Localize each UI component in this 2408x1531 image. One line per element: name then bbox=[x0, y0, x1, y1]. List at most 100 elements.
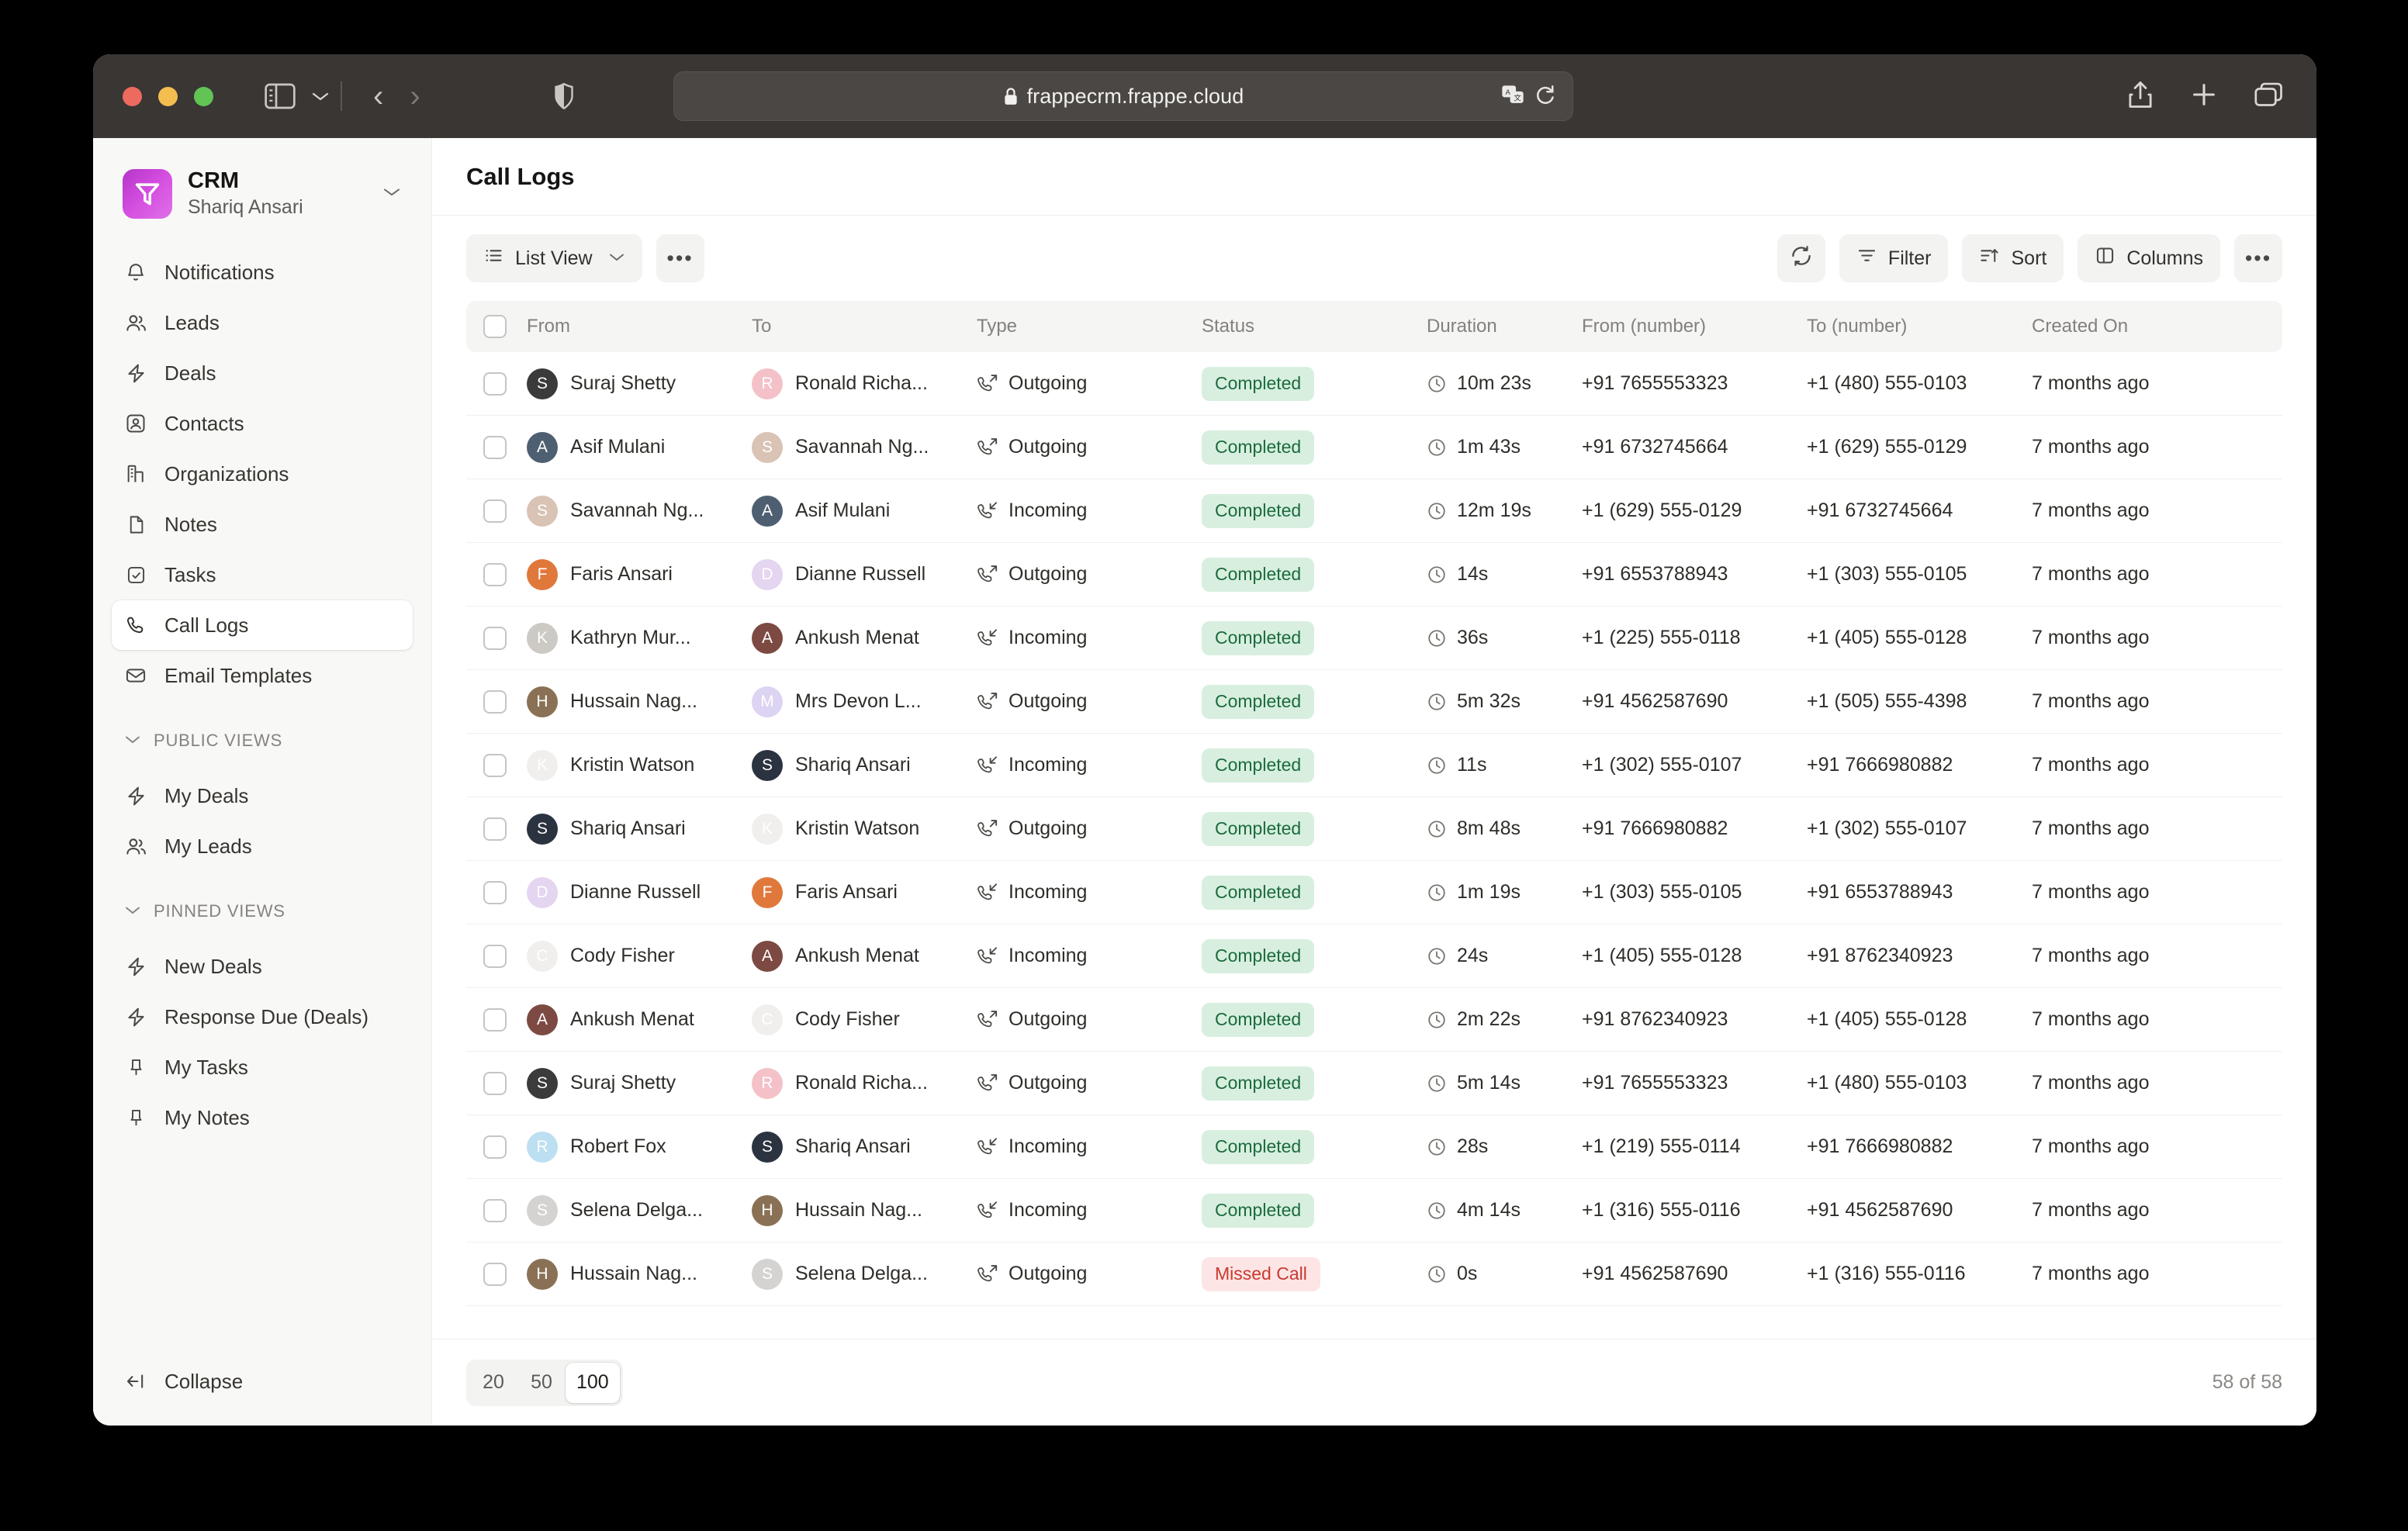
new-tab-icon[interactable] bbox=[2191, 81, 2217, 112]
cell-to[interactable]: H Hussain Nag... bbox=[752, 1194, 977, 1226]
sidebar-item-email-templates[interactable]: Email Templates bbox=[112, 651, 413, 700]
forward-arrow-icon[interactable]: › bbox=[410, 79, 420, 113]
table-row[interactable]: R Robert Fox S Shariq Ansari Incoming Complet… bbox=[466, 1115, 2282, 1179]
table-row[interactable]: S Shariq Ansari K Kristin Watson Outgoing Com… bbox=[466, 797, 2282, 861]
sidebar-item-response-due-deals[interactable]: Response Due (Deals) bbox=[112, 992, 413, 1042]
sidebar-item-leads[interactable]: Leads bbox=[112, 298, 413, 347]
workspace-switcher[interactable]: CRM Shariq Ansari bbox=[112, 158, 413, 229]
row-checkbox[interactable] bbox=[483, 753, 507, 777]
cell-from[interactable]: D Dianne Russell bbox=[527, 876, 752, 908]
row-checkbox[interactable] bbox=[483, 817, 507, 841]
column-header-to[interactable]: To bbox=[752, 316, 772, 337]
table-row[interactable]: K Kristin Watson S Shariq Ansari Incoming Com… bbox=[466, 734, 2282, 797]
page-size-100[interactable]: 100 bbox=[566, 1362, 620, 1403]
row-checkbox[interactable] bbox=[483, 562, 507, 586]
cell-to[interactable]: R Ronald Richa... bbox=[752, 368, 977, 399]
cell-to[interactable]: S Shariq Ansari bbox=[752, 1131, 977, 1163]
sidebar-toggle-icon[interactable] bbox=[265, 83, 296, 109]
sidebar-item-tasks[interactable]: Tasks bbox=[112, 550, 413, 600]
sidebar-item-my-tasks[interactable]: My Tasks bbox=[112, 1042, 413, 1092]
sidebar-item-notifications[interactable]: Notifications bbox=[112, 247, 413, 297]
cell-to[interactable]: K Kristin Watson bbox=[752, 813, 977, 845]
cell-from[interactable]: A Ankush Menat bbox=[527, 1004, 752, 1035]
table-row[interactable]: A Asif Mulani S Savannah Ng... Outgoing Compl… bbox=[466, 416, 2282, 479]
sidebar-item-organizations[interactable]: Organizations bbox=[112, 449, 413, 499]
cell-to[interactable]: R Ronald Richa... bbox=[752, 1067, 977, 1099]
sidebar-item-new-deals[interactable]: New Deals bbox=[112, 942, 413, 991]
row-checkbox[interactable] bbox=[483, 435, 507, 459]
address-bar[interactable]: frappecrm.frappe.cloud A 文 bbox=[673, 71, 1573, 121]
chevron-down-icon[interactable] bbox=[311, 88, 330, 105]
table-row[interactable]: S Savannah Ng... A Asif Mulani Incoming Compl… bbox=[466, 479, 2282, 543]
column-header-to-number[interactable]: To (number) bbox=[1807, 316, 1908, 337]
row-checkbox[interactable] bbox=[483, 372, 507, 396]
row-checkbox[interactable] bbox=[483, 944, 507, 968]
cell-to[interactable]: M Mrs Devon L... bbox=[752, 686, 977, 717]
filter-button[interactable]: Filter bbox=[1839, 234, 1949, 282]
column-header-from-number[interactable]: From (number) bbox=[1582, 316, 1707, 337]
table-row[interactable]: A Ankush Menat C Cody Fisher Outgoing Complet… bbox=[466, 988, 2282, 1052]
cell-to[interactable]: A Ankush Menat bbox=[752, 622, 977, 654]
list-more-options-button[interactable]: ••• bbox=[2234, 234, 2282, 282]
select-all-checkbox[interactable] bbox=[483, 315, 507, 338]
cell-from[interactable]: S Shariq Ansari bbox=[527, 813, 752, 845]
row-checkbox[interactable] bbox=[483, 1262, 507, 1286]
page-size-20[interactable]: 20 bbox=[483, 1371, 504, 1393]
row-checkbox[interactable] bbox=[483, 1007, 507, 1032]
close-window-button[interactable] bbox=[123, 86, 142, 106]
cell-to[interactable]: D Dianne Russell bbox=[752, 558, 977, 590]
minimize-window-button[interactable] bbox=[158, 86, 178, 106]
sidebar-item-my-notes[interactable]: My Notes bbox=[112, 1093, 413, 1142]
column-header-type[interactable]: Type bbox=[977, 316, 1018, 337]
tab-overview-icon[interactable] bbox=[2254, 82, 2282, 111]
sidebar-item-deals[interactable]: Deals bbox=[112, 348, 413, 398]
table-row[interactable]: C Cody Fisher A Ankush Menat Incoming Complet… bbox=[466, 924, 2282, 988]
cell-from[interactable]: R Robert Fox bbox=[527, 1131, 752, 1163]
row-checkbox[interactable] bbox=[483, 1135, 507, 1159]
table-row[interactable]: D Dianne Russell F Faris Ansari Incoming Comp… bbox=[466, 861, 2282, 924]
table-row[interactable]: F Faris Ansari D Dianne Russell Outgoing Comp… bbox=[466, 543, 2282, 607]
sidebar-item-contacts[interactable]: Contacts bbox=[112, 399, 413, 448]
table-row[interactable]: S Suraj Shetty R Ronald Richa... Outgoing Com… bbox=[466, 1052, 2282, 1115]
cell-to[interactable]: A Ankush Menat bbox=[752, 940, 977, 972]
cell-to[interactable]: A Asif Mulani bbox=[752, 495, 977, 527]
sidebar-item-call-logs[interactable]: Call Logs bbox=[112, 600, 413, 651]
cell-from[interactable]: A Asif Mulani bbox=[527, 431, 752, 463]
cell-to[interactable]: S Selena Delga... bbox=[752, 1258, 977, 1290]
table-row[interactable]: K Kathryn Mur... A Ankush Menat Incoming Comp… bbox=[466, 607, 2282, 670]
cell-from[interactable]: H Hussain Nag... bbox=[527, 1258, 752, 1290]
table-row[interactable]: S Suraj Shetty R Ronald Richa... Outgoing Com… bbox=[466, 352, 2282, 416]
share-icon[interactable] bbox=[2127, 80, 2154, 113]
cell-from[interactable]: H Hussain Nag... bbox=[527, 686, 752, 717]
page-size-50[interactable]: 50 bbox=[531, 1371, 552, 1393]
cell-to[interactable]: F Faris Ansari bbox=[752, 876, 977, 908]
row-checkbox[interactable] bbox=[483, 626, 507, 650]
view-selector-button[interactable]: List View bbox=[466, 234, 642, 282]
cell-from[interactable]: F Faris Ansari bbox=[527, 558, 752, 590]
cell-from[interactable]: S Suraj Shetty bbox=[527, 1067, 752, 1099]
sidebar-item-my-leads[interactable]: My Leads bbox=[112, 821, 413, 871]
row-checkbox[interactable] bbox=[483, 1198, 507, 1222]
sort-button[interactable]: Sort bbox=[1962, 234, 2064, 282]
row-checkbox[interactable] bbox=[483, 1071, 507, 1095]
cell-from[interactable]: K Kristin Watson bbox=[527, 749, 752, 781]
cell-from[interactable]: S Savannah Ng... bbox=[527, 495, 752, 527]
maximize-window-button[interactable] bbox=[194, 86, 213, 106]
cell-from[interactable]: S Suraj Shetty bbox=[527, 368, 752, 399]
cell-from[interactable]: S Selena Delga... bbox=[527, 1194, 752, 1226]
column-header-duration[interactable]: Duration bbox=[1427, 316, 1497, 337]
cell-to[interactable]: S Shariq Ansari bbox=[752, 749, 977, 781]
reload-icon[interactable] bbox=[1535, 84, 1555, 109]
table-row[interactable]: H Hussain Nag... M Mrs Devon L... Outgoing Co… bbox=[466, 670, 2282, 734]
back-arrow-icon[interactable]: ‹ bbox=[373, 79, 384, 113]
row-checkbox[interactable] bbox=[483, 499, 507, 523]
view-more-options-button[interactable]: ••• bbox=[656, 234, 704, 282]
column-header-status[interactable]: Status bbox=[1202, 316, 1255, 337]
table-row[interactable]: S Selena Delga... H Hussain Nag... Incoming C… bbox=[466, 1179, 2282, 1242]
row-checkbox[interactable] bbox=[483, 689, 507, 714]
section-public-views[interactable]: PUBLIC VIEWS bbox=[112, 718, 413, 763]
translate-icon[interactable]: A 文 bbox=[1501, 85, 1524, 109]
refresh-button[interactable] bbox=[1777, 234, 1825, 282]
columns-button[interactable]: Columns bbox=[2078, 234, 2220, 282]
sidebar-item-my-deals[interactable]: My Deals bbox=[112, 771, 413, 821]
